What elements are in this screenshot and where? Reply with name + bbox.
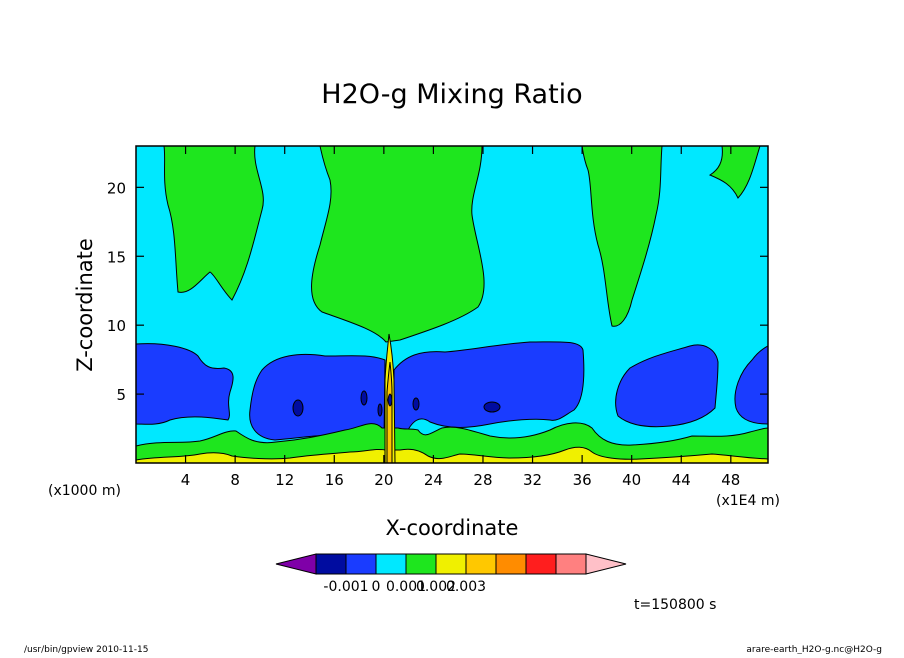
- x-tick-label: 8: [230, 471, 240, 489]
- time-label: t=150800 s: [634, 597, 716, 613]
- dark-blue-spot: [483, 401, 501, 413]
- y-tick-label: 20: [107, 179, 126, 197]
- colorbar-swatch: [525, 553, 557, 575]
- dark-blue-spot: [412, 397, 420, 411]
- x-tick-label: 16: [325, 471, 344, 489]
- x-unit-right: (x1E4 m): [716, 493, 780, 509]
- colorbar-swatch: [495, 553, 527, 575]
- footer-left: /usr/bin/gpview 2010-11-15: [24, 645, 148, 654]
- dark-blue-spot: [292, 399, 304, 417]
- x-tick-label: 48: [721, 471, 740, 489]
- x-axis-label: X-coordinate: [386, 516, 519, 540]
- mid-blue-region: [734, 345, 768, 425]
- colorbar-tick-label: 0.002: [416, 579, 456, 595]
- x-tick-label: 4: [181, 471, 191, 489]
- colorbar-tick-label: 0.001: [386, 579, 426, 595]
- x-unit-left: (x1000 m): [48, 483, 121, 499]
- y-tick-label: 10: [107, 317, 126, 335]
- dark-blue-spot: [377, 403, 383, 417]
- x-tick-label: 28: [473, 471, 492, 489]
- colorbar-max-arrow: [585, 553, 627, 575]
- plot-frame: [135, 145, 769, 464]
- colorbar-swatch: [555, 553, 587, 575]
- y-tick-label: 5: [116, 386, 126, 404]
- lower-green-region: [136, 422, 768, 463]
- colorbar-swatch: [465, 553, 497, 575]
- footer-right: arare-earth_H2O-g.nc@H2O-g: [746, 645, 882, 654]
- upper-plume-region: [163, 146, 264, 301]
- x-tick-label: 12: [275, 471, 294, 489]
- chart-title: H2O-g Mixing Ratio: [321, 79, 582, 110]
- x-tick-label: 36: [573, 471, 592, 489]
- colorbar-swatch: [435, 553, 467, 575]
- colorbar-swatch: [315, 553, 347, 575]
- mid-blue-region: [393, 341, 585, 437]
- colorbar-swatch: [375, 553, 407, 575]
- colorbar-swatch: [345, 553, 377, 575]
- colorbar-swatch: [405, 553, 437, 575]
- x-axis-ticks: 4 8 12 16 20 24 28 32 36 40 44 48: [181, 146, 740, 489]
- y-tick-label: 15: [107, 248, 126, 266]
- contour-field: [136, 146, 768, 463]
- colorbar-tick-label: 0: [372, 579, 381, 595]
- x-tick-label: 32: [523, 471, 542, 489]
- colorbar-min-arrow: [275, 553, 317, 575]
- y-axis-ticks: 5 10 15 20: [107, 179, 768, 404]
- convective-tower-region: [386, 361, 393, 463]
- upper-plume-region: [311, 146, 485, 343]
- x-tick-label: 44: [672, 471, 691, 489]
- y-axis-label: Z-coordinate: [73, 238, 97, 372]
- dark-blue-spot: [360, 390, 368, 406]
- x-tick-label: 20: [374, 471, 393, 489]
- convective-tower-region: [387, 393, 393, 407]
- mid-blue-region: [615, 344, 719, 428]
- upper-plume-region: [708, 146, 761, 199]
- colorbar-tick-label: 0.003: [446, 579, 486, 595]
- x-tick-label: 24: [424, 471, 443, 489]
- mid-blue-region: [136, 343, 234, 425]
- upper-plume-region: [581, 146, 663, 327]
- x-tick-label: 40: [622, 471, 641, 489]
- colorbar-tick-label: -0.001: [323, 579, 368, 595]
